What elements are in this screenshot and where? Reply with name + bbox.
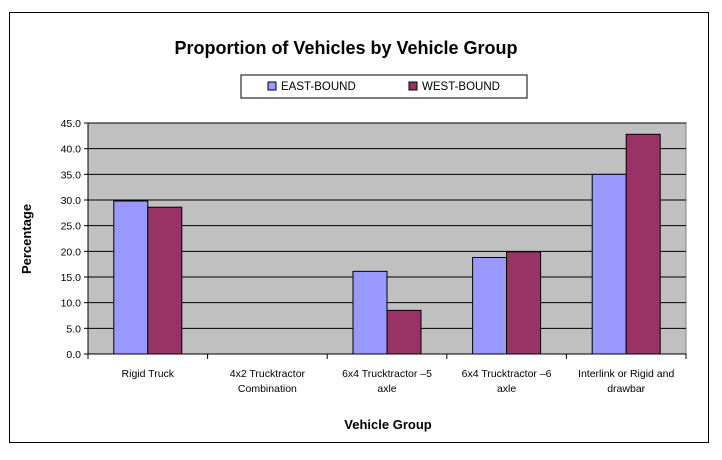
- y-axis: 0.0 5.0 10.0 15.0 20.0 25.0 30.0 35.0 40.0 45.0: [61, 118, 89, 361]
- bar-west-bound: [147, 206, 183, 355]
- x-axis-title: Vehicle Group: [344, 417, 431, 432]
- x-tick-label: Rigid Truck: [122, 368, 175, 380]
- y-tick-label: 35.0: [61, 169, 82, 181]
- x-tick-label: axle: [377, 383, 396, 395]
- y-tick-label: 45.0: [61, 118, 82, 130]
- bars: [113, 133, 661, 355]
- y-tick-label: 10.0: [61, 298, 82, 310]
- y-tick-label: 30.0: [61, 195, 82, 207]
- bar-west-bound: [506, 251, 542, 355]
- legend-swatch: [408, 81, 418, 91]
- y-axis-title: Percentage: [19, 204, 34, 274]
- x-tick-label: 6x4 Trucktractor –6: [462, 368, 552, 380]
- x-axis: Rigid Truck 4x2 Trucktractor Combination 6x…: [87, 353, 687, 395]
- legend-label: WEST-BOUND: [422, 81, 500, 93]
- x-tick-label: Interlink or Rigid and: [578, 368, 674, 380]
- bar-west-bound: [625, 133, 661, 355]
- x-tick-label: 4x2 Trucktractor: [230, 368, 306, 380]
- bar-east-bound: [352, 270, 388, 355]
- x-tick-label: Combination: [238, 383, 297, 395]
- y-tick-label: 15.0: [61, 272, 82, 284]
- bar-east-bound: [472, 256, 508, 355]
- legend-box: [240, 74, 528, 99]
- y-tick-label: 0.0: [66, 349, 81, 361]
- chart-title: Proportion of Vehicles by Vehicle Group: [174, 38, 517, 58]
- legend-swatch: [267, 81, 277, 91]
- legend: EAST-BOUND WEST-BOUND: [240, 74, 528, 99]
- y-tick-label: 5.0: [66, 323, 81, 335]
- y-tick-label: 20.0: [61, 246, 82, 258]
- x-tick-label: drawbar: [607, 383, 645, 395]
- y-tick-label: 25.0: [61, 221, 82, 233]
- bar-west-bound: [386, 309, 422, 355]
- legend-label: EAST-BOUND: [281, 81, 356, 93]
- bar-east-bound: [591, 173, 627, 355]
- bar-east-bound: [113, 200, 149, 355]
- x-tick-label: axle: [497, 383, 516, 395]
- y-tick-label: 40.0: [61, 144, 82, 156]
- x-tick-label: 6x4 Trucktractor –5: [342, 368, 432, 380]
